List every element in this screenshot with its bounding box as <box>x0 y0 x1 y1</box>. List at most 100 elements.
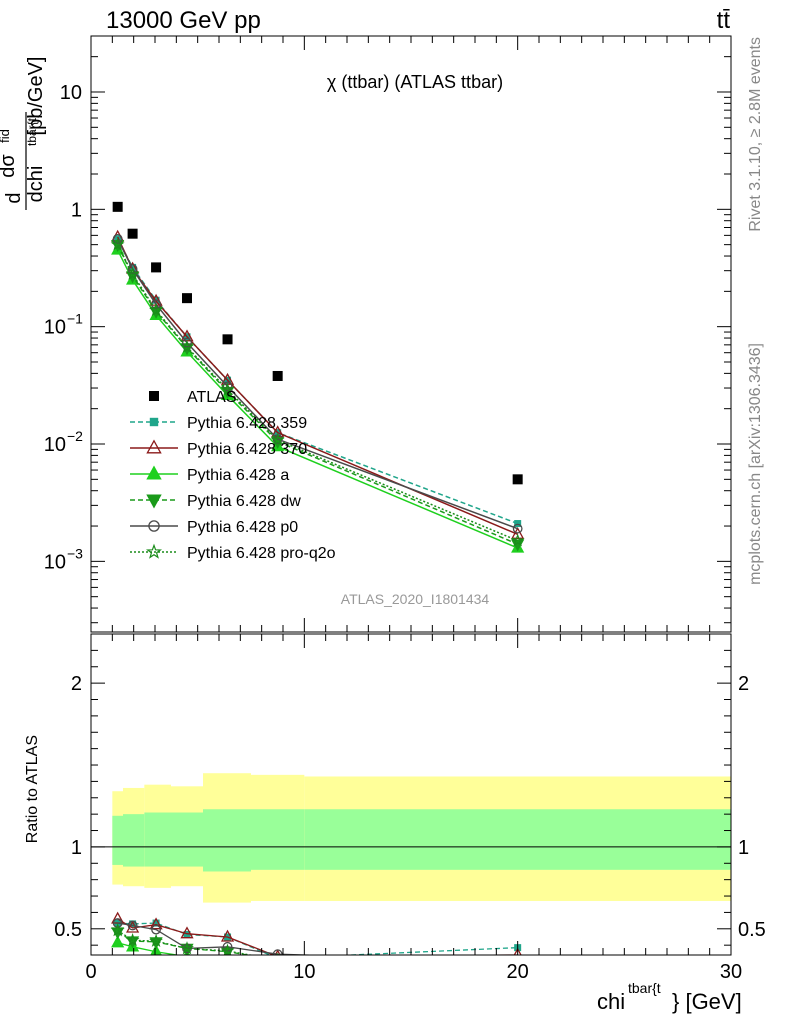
series-1-ratio-point <box>180 926 194 939</box>
series-5-ratio-point <box>180 941 194 955</box>
legend-label-series-2: Pythia 6.428 a <box>187 467 289 484</box>
legend-marker-series-4 <box>148 520 160 532</box>
ratio-stat-uncertainty-band <box>251 809 305 870</box>
series-3-ratio-line <box>117 931 252 955</box>
series-1-ratio-point <box>220 929 235 942</box>
series-4-ratio-point <box>272 949 283 955</box>
y-axis-label-denominator: dchi <box>25 166 47 203</box>
y-tick-label-exponent: −2 <box>67 428 83 444</box>
legend-marker-series-0 <box>149 417 159 427</box>
y-axis-label: d dσ fid dchi tbar{t} [pb/GeV] <box>0 57 47 210</box>
y-tick-label: 10 <box>60 82 82 104</box>
series-5-ratio-point <box>125 933 140 947</box>
series-5-ratio-point <box>220 943 235 955</box>
series-0-point <box>514 520 522 528</box>
data-point <box>112 201 123 212</box>
series-5-point <box>125 266 140 281</box>
legend-marker-series-3 <box>146 494 162 509</box>
series-0-ratio-point <box>274 954 282 955</box>
series-2-ratio-point <box>150 944 162 955</box>
x-tick-label: 0 <box>85 961 96 983</box>
x-tick-label: 20 <box>507 961 529 983</box>
y-axis-label-numerator-sup: fid <box>0 129 12 143</box>
legend-label-series-0: Pythia 6.428 359 <box>187 415 307 432</box>
series-1-ratio-point <box>149 917 163 930</box>
series-5-ratio-point <box>149 933 163 947</box>
ratio-panel: 0 10 20 30 0.5 0.5 1 1 2 2 Ratio to ATLAS <box>24 633 766 983</box>
header-energy-label: 13000 GeV pp <box>106 7 261 34</box>
y-axis-label-numerator: dσ <box>0 154 19 178</box>
data-point <box>512 474 523 485</box>
series-5-line <box>116 244 518 542</box>
y-axis-label-unit: [pb/GeV] <box>25 57 47 136</box>
data-point <box>272 370 283 381</box>
legend-marker-series-1 <box>146 439 162 454</box>
header-process-label: tt̄ <box>717 7 731 34</box>
series-1-ratio-point <box>126 920 140 933</box>
analysis-id-label: ATLAS_2020_I1801434 <box>341 591 490 607</box>
ratio-tick-label-left: 1 <box>71 837 82 859</box>
rivet-version-label: Rivet 3.1.10, ≥ 2.8M events <box>747 37 764 232</box>
series-5-ratio-point <box>276 952 279 955</box>
series-4-point <box>512 523 523 534</box>
series-4-ratio-point <box>151 924 161 935</box>
mcplots-credit-label: mcplots.cern.ch [arXiv:1306.3436] <box>747 343 764 585</box>
series-0-ratio-point <box>152 919 160 927</box>
legend-label-series-1: Pythia 6.428 370 <box>187 441 307 458</box>
series-3-line <box>116 244 518 545</box>
series-0-line <box>117 238 518 525</box>
ratio-tick-label-right: 1 <box>738 837 749 859</box>
ratio-stat-uncertainty-band <box>304 809 731 870</box>
x-tick-label: 10 <box>293 961 315 983</box>
series-5-point <box>149 303 163 317</box>
y-tick-label: 1 <box>71 199 82 221</box>
series-5-point <box>270 432 285 446</box>
series-4-ratio-line <box>117 922 326 955</box>
x-axis-label-main: chi <box>597 989 625 1014</box>
legend-label-series-5: Pythia 6.428 pro-q2o <box>187 545 336 562</box>
series-5-point <box>110 237 125 251</box>
ratio-stat-uncertainty-band <box>123 814 145 867</box>
series-0-ratio-point <box>183 931 191 939</box>
ratio-stat-uncertainty-band <box>203 809 251 872</box>
legend-marker-series-5 <box>146 543 162 559</box>
y-tick-label-exponent: −3 <box>67 545 83 561</box>
data-point <box>182 293 192 304</box>
series-4-ratio-point <box>112 918 123 928</box>
series-5-ratio-line <box>117 929 254 955</box>
series-5-point <box>220 382 235 396</box>
ratio-tick-label-left: 2 <box>71 673 82 695</box>
ratio-axis-ticks: 0 10 20 30 0.5 0.5 1 1 2 2 <box>54 633 766 983</box>
series-1-point <box>271 425 285 438</box>
x-axis-label: chi tbar{t } [GeV] <box>597 980 742 1014</box>
data-point <box>127 228 138 239</box>
series-0-ratio-point <box>129 920 137 928</box>
series-1-point <box>511 526 525 539</box>
ratio-stat-uncertainty-band <box>112 815 123 865</box>
y-tick-label: 10 <box>44 551 66 573</box>
ratio-stat-uncertainty-band <box>171 812 203 867</box>
ratio-tick-label-right: 0.5 <box>738 919 766 941</box>
ratio-tick-label-left: 0.5 <box>54 919 82 941</box>
series-1-line <box>116 236 518 536</box>
data-point <box>222 334 233 345</box>
y-axis-label-prefix: d <box>3 192 25 203</box>
series-3-ratio-point <box>272 956 283 966</box>
series-4-ratio-point <box>127 920 138 931</box>
y-axis-label-denominator-sup: tbar{t} <box>25 114 39 146</box>
series-4-line <box>116 238 518 530</box>
ratio-tick-label-right: 2 <box>738 673 749 695</box>
x-axis-label-sup: tbar{t <box>628 980 661 996</box>
x-axis-label-tail: } [GeV] <box>672 989 742 1014</box>
series-2-line <box>116 249 518 549</box>
ratio-series-layer <box>91 773 731 966</box>
series-1-ratio-line <box>117 918 518 955</box>
series-1-ratio-point <box>111 911 125 924</box>
legend-label-data: ATLAS <box>187 389 237 406</box>
series-1-ratio-point <box>513 947 522 955</box>
data-point <box>151 262 162 273</box>
legend-marker-series-2 <box>146 465 162 480</box>
main-series-layer <box>110 201 525 553</box>
